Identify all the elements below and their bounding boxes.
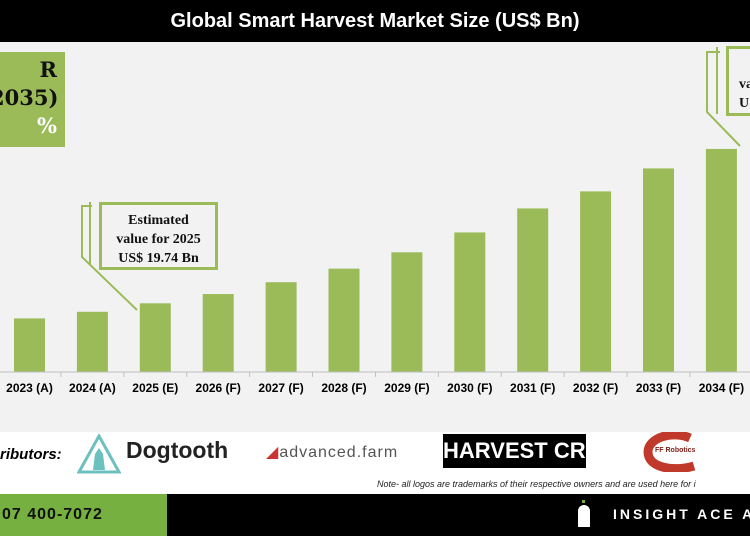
cagr-line1: R xyxy=(39,57,57,82)
callout-2034: va U xyxy=(726,46,750,116)
insight-ace-logo-icon xyxy=(578,500,590,528)
bar-2028 xyxy=(328,268,360,372)
phone-number[interactable]: 07 400-7072 xyxy=(0,494,167,536)
logo-advanced-farm-text: advanced.farm xyxy=(279,444,399,461)
logo-harvest-croo: HARVEST CROO xyxy=(443,434,586,468)
callout-line3: US$ 19.74 Bn xyxy=(118,251,199,266)
bar-2033 xyxy=(643,168,674,372)
callout-2025: Estimated value for 2025 US$ 19.74 Bn xyxy=(99,202,218,270)
x-tick-label: 2028 (F) xyxy=(321,381,366,395)
callout-line1: Estimated xyxy=(128,213,189,228)
chart-title: Global Smart Harvest Market Size (US$ Bn… xyxy=(0,0,750,42)
cagr-box: R 2035) % xyxy=(0,52,65,147)
x-tick-label: 2026 (F) xyxy=(196,381,241,395)
bar-2029 xyxy=(391,252,423,372)
bar-2031 xyxy=(517,208,549,372)
bar-2027 xyxy=(265,282,297,372)
callout-leader-2025 xyxy=(81,205,138,311)
logo-advanced-farm: ◢advanced.farm xyxy=(266,444,399,461)
bar-2025 xyxy=(139,303,171,372)
x-tick-label: 2034 (F) xyxy=(699,381,744,395)
brand-name: INSIGHT ACE A xyxy=(613,506,750,522)
bar-2024 xyxy=(76,311,108,372)
trademark-note: Note- all logos are trademarks of their … xyxy=(377,479,696,489)
bar-2030 xyxy=(454,232,486,372)
x-tick-label: 2030 (F) xyxy=(447,381,492,395)
x-tick-label: 2027 (F) xyxy=(258,381,303,395)
footer-brand-bar: INSIGHT ACE A xyxy=(167,494,750,536)
x-tick-label: 2032 (F) xyxy=(573,381,618,395)
x-tick-label: 2029 (F) xyxy=(384,381,429,395)
x-tick-label: 2033 (F) xyxy=(636,381,681,395)
dogtooth-logo-icon xyxy=(77,434,121,474)
callout-right-line1: va xyxy=(739,77,750,92)
x-tick-label: 2025 (E) xyxy=(132,381,178,395)
bar-2023 xyxy=(14,318,45,372)
logo-ff-robotics: FF Robotics xyxy=(655,447,696,454)
x-tick-label: 2023 (A) xyxy=(6,381,53,395)
ff-robotics-logo-icon xyxy=(643,432,696,472)
logo-dogtooth: Dogtooth xyxy=(126,437,229,463)
bar-2026 xyxy=(202,294,234,372)
cagr-value: % xyxy=(37,113,57,138)
callout-right-line2: U xyxy=(739,96,750,111)
callout-leader-2034 xyxy=(706,51,741,147)
x-tick-label: 2024 (A) xyxy=(69,381,116,395)
bar-2034 xyxy=(705,148,737,372)
contributors-strip: ributors: Dogtooth ◢advanced.farm HARVES… xyxy=(0,432,750,494)
bar-chart: 2023 (A) 2024 (A) 2025 (E) 2026 (F) 2027 (F)… xyxy=(0,47,750,395)
x-tick-label: 2031 (F) xyxy=(510,381,555,395)
callout-line2: value for 2025 xyxy=(116,232,201,247)
bar-2032 xyxy=(580,191,612,372)
chart-area: 2023 (A) 2024 (A) 2025 (E) 2026 (F) 2027 (F)… xyxy=(0,42,750,432)
cagr-line2: 2035) xyxy=(0,85,59,110)
contributors-label: ributors: xyxy=(0,446,62,463)
